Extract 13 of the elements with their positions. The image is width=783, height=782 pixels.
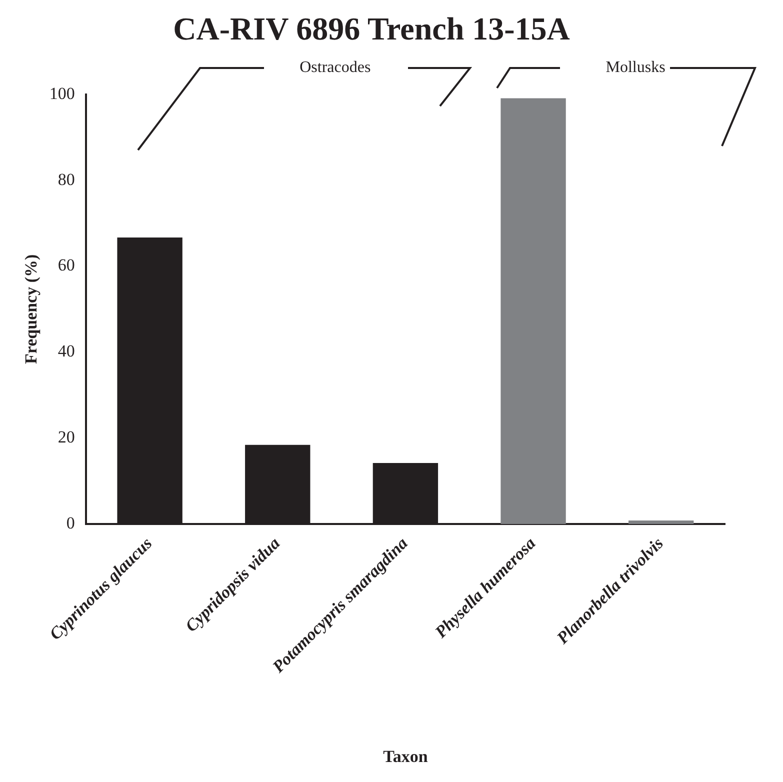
y-tick-label: 100	[49, 84, 75, 103]
y-tick-label: 80	[58, 170, 75, 189]
bar	[628, 520, 694, 524]
y-axis-title: Frequency (%)	[22, 254, 41, 364]
y-tick-label: 0	[66, 513, 75, 532]
y-tick-label: 60	[58, 256, 75, 275]
x-axis-title: Taxon	[383, 747, 428, 766]
chart-title: CA-RIV 6896 Trench 13-15A	[173, 10, 570, 46]
bar	[500, 98, 566, 524]
y-tick-label: 20	[58, 428, 75, 447]
y-tick-label: 40	[58, 342, 75, 361]
text: Mollusks	[606, 59, 666, 76]
text: Ostracodes	[300, 59, 371, 76]
